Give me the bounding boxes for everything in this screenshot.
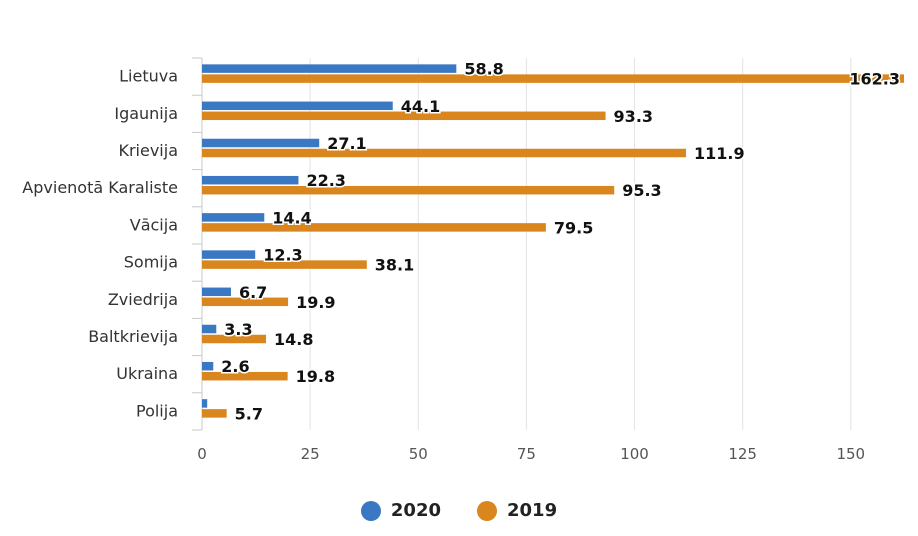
category-label: Polija <box>136 401 178 420</box>
data-label-2019: 5.7 <box>235 404 263 423</box>
category-labels: Lietuva Igaunija Krievija Apvienotā Karalis… <box>22 67 178 421</box>
legend-item-2020[interactable]: 2020 <box>360 500 441 521</box>
legend-swatch-2019 <box>477 500 497 521</box>
bar-2019[interactable] <box>202 111 606 121</box>
category-axis <box>192 57 203 431</box>
category-label: Lietuva <box>119 67 178 86</box>
bar-2019[interactable] <box>202 297 289 307</box>
x-tick-label: 50 <box>409 445 428 463</box>
category-label: Igaunija <box>114 104 178 123</box>
legend-label-2020: 2020 <box>390 500 441 521</box>
x-tick-label: 150 <box>836 445 865 463</box>
data-label-2019: 162.3 <box>849 70 900 89</box>
legend: 2020 2019 <box>0 500 918 521</box>
data-label-2019: 14.8 <box>274 330 313 349</box>
category-label: Krievija <box>118 141 178 160</box>
legend-label-2019: 2019 <box>507 500 558 521</box>
data-label-2019: 111.9 <box>694 144 745 163</box>
data-label-2019: 19.8 <box>296 367 335 386</box>
x-tick-label: 100 <box>620 445 649 463</box>
bar-2020[interactable] <box>202 213 265 222</box>
data-label-2020: 22.3 <box>306 171 345 190</box>
bar-2019[interactable] <box>202 409 227 418</box>
bars <box>202 64 904 418</box>
legend-item-2019[interactable]: 2019 <box>477 500 557 521</box>
data-label-2020: 27.1 <box>327 134 366 153</box>
data-labels: 58.8 162.3 44.1 93.3 27.1 111.9 22.3 95.3 14.4 79… <box>220 58 902 425</box>
bar-2019[interactable] <box>202 371 288 381</box>
category-label: Somija <box>124 253 178 272</box>
data-label-2020: 44.1 <box>401 97 440 116</box>
data-label-2020: 12.3 <box>263 246 302 265</box>
data-label-2020: 6.7 <box>239 283 267 302</box>
bar-2020[interactable] <box>202 399 208 408</box>
data-label-2019: 19.9 <box>296 293 335 312</box>
bar-2020[interactable] <box>202 287 231 297</box>
x-tick-labels: 0 25 50 75 100 125 150 <box>197 445 865 463</box>
x-tick-label: 75 <box>517 445 536 463</box>
category-label: Vācija <box>130 215 178 234</box>
data-label-2019: 38.1 <box>375 256 414 275</box>
data-label-2020: 14.4 <box>272 208 311 227</box>
bar-2020[interactable] <box>202 361 214 371</box>
bar-2020[interactable] <box>202 250 256 259</box>
data-label-2019: 93.3 <box>614 107 653 126</box>
category-label: Ukraina <box>116 364 178 383</box>
data-label-2020: 3.3 <box>224 320 252 339</box>
bar-2019[interactable] <box>202 74 904 83</box>
x-tick-label: 25 <box>301 445 320 463</box>
legend-swatch-2020 <box>360 500 381 521</box>
bar-2020[interactable] <box>202 324 217 334</box>
data-label-2020: 2.6 <box>221 357 249 376</box>
bar-2019[interactable] <box>202 148 687 158</box>
data-label-2020: 58.8 <box>464 60 503 79</box>
bar-2020[interactable] <box>202 64 457 73</box>
bar-2020[interactable] <box>202 101 393 111</box>
bar-2019[interactable] <box>202 334 267 344</box>
bar-2019[interactable] <box>202 185 615 195</box>
bar-2020[interactable] <box>202 138 320 148</box>
data-label-2019: 79.5 <box>554 218 593 237</box>
bar-chart: Lietuva Igaunija Krievija Apvienotā Karalis… <box>22 57 904 463</box>
category-label: Baltkrievija <box>88 327 178 346</box>
data-label-2019: 95.3 <box>622 181 661 200</box>
category-label: Apvienotā Karaliste <box>22 178 178 197</box>
category-label: Zviedrija <box>108 290 178 309</box>
x-tick-label: 0 <box>197 445 207 463</box>
bar-2019[interactable] <box>202 223 546 232</box>
bar-2020[interactable] <box>202 175 299 185</box>
x-tick-label: 125 <box>728 445 757 463</box>
bar-2019[interactable] <box>202 260 367 269</box>
